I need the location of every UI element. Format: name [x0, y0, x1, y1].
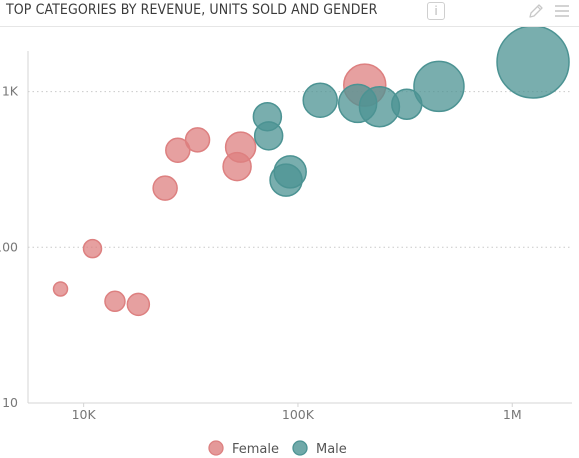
y-tick-label: 10	[2, 395, 18, 410]
scatter-chart: 10 100 1K 10K 100K 1M Female Male	[0, 27, 572, 457]
x-tick-label: 100K	[282, 407, 315, 422]
x-tick-label: 1M	[503, 407, 522, 422]
data-point-male	[413, 60, 465, 113]
y-tick-label: 100	[0, 239, 18, 254]
x-axis-ticks: 10K 100K 1M	[72, 403, 522, 422]
data-point-female	[165, 137, 191, 164]
info-icon[interactable]: i	[427, 2, 445, 20]
legend-label-male: Male	[316, 442, 347, 457]
gridlines	[28, 91, 572, 248]
visual-header: TOP CATEGORIES BY REVENUE, UNITS SOLD AN…	[0, 0, 579, 27]
x-tick-label: 10K	[72, 407, 97, 422]
axes	[27, 51, 572, 404]
y-tick-label: 1K	[2, 84, 19, 99]
chart-title: TOP CATEGORIES BY REVENUE, UNITS SOLD AN…	[6, 2, 378, 18]
data-point-female	[52, 281, 69, 297]
data-point-male	[253, 121, 284, 151]
legend-marker-female	[208, 440, 224, 456]
data-point-female	[126, 292, 151, 317]
data-point-male	[273, 155, 307, 189]
data-point-female	[184, 127, 211, 153]
legend: Female Male	[208, 440, 347, 457]
data-point-male	[496, 27, 570, 99]
legend-label-female: Female	[232, 442, 279, 457]
legend-marker-male	[292, 440, 308, 456]
data-point-female	[152, 175, 178, 201]
data-point-female	[82, 238, 103, 259]
y-axis-ticks: 10 100 1K	[0, 84, 19, 410]
data-point-female	[224, 131, 257, 163]
pencil-icon[interactable]	[527, 2, 545, 20]
data-points	[52, 27, 570, 317]
menu-icon[interactable]	[554, 4, 570, 18]
data-point-female	[104, 290, 126, 313]
data-point-male	[302, 82, 338, 119]
